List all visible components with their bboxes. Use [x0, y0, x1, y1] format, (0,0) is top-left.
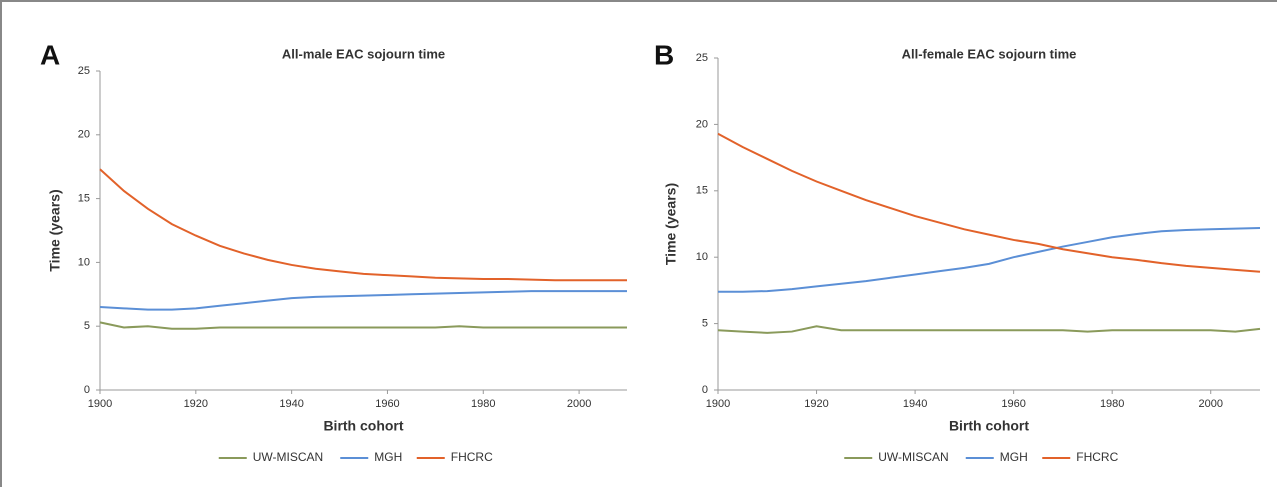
legend-label: MGH: [1000, 450, 1028, 464]
y-tick-label: 20: [78, 129, 90, 141]
y-tick-label: 20: [696, 118, 708, 130]
panel-label: B: [654, 39, 674, 70]
x-tick-label: 1900: [88, 398, 112, 410]
y-tick-label: 15: [696, 185, 708, 197]
y-tick-label: 25: [78, 65, 90, 77]
x-tick-label: 1980: [471, 398, 495, 410]
y-tick-label: 10: [696, 251, 708, 263]
y-tick-label: 15: [78, 193, 90, 205]
x-axis-title: Birth cohort: [323, 418, 403, 434]
legend-label: FHCRC: [1076, 450, 1118, 464]
y-tick-label: 0: [702, 384, 708, 396]
legend-label: UW-MISCAN: [253, 450, 323, 464]
legend-label: FHCRC: [451, 450, 493, 464]
x-axis-title: Birth cohort: [949, 418, 1029, 434]
panel-label: A: [40, 39, 60, 70]
y-tick-label: 5: [702, 318, 708, 330]
x-tick-label: 2000: [1198, 398, 1222, 410]
x-tick-label: 1940: [903, 398, 927, 410]
legend-label: UW-MISCAN: [878, 450, 948, 464]
chart-title: All-male EAC sojourn time: [282, 46, 445, 61]
x-tick-label: 1960: [1001, 398, 1025, 410]
y-tick-label: 5: [84, 320, 90, 332]
x-tick-label: 1940: [279, 398, 303, 410]
x-tick-label: 1920: [184, 398, 208, 410]
y-tick-label: 25: [696, 52, 708, 64]
x-tick-label: 1900: [706, 398, 730, 410]
y-tick-label: 0: [84, 384, 90, 396]
data-line: [717, 325, 1261, 334]
y-tick-label: 10: [78, 256, 90, 268]
data-line: [99, 168, 627, 282]
chart-title: All-female EAC sojourn time: [902, 46, 1077, 61]
y-axis-title: Time (years): [47, 189, 63, 271]
legend-label: MGH: [374, 450, 402, 464]
data-line: [99, 321, 627, 330]
data-line: [99, 290, 627, 311]
x-tick-label: 2000: [567, 398, 591, 410]
x-tick-label: 1980: [1100, 398, 1124, 410]
y-axis-title: Time (years): [663, 183, 679, 265]
data-line: [717, 132, 1261, 273]
x-tick-label: 1960: [375, 398, 399, 410]
x-tick-label: 1920: [804, 398, 828, 410]
data-line: [718, 226, 1261, 293]
